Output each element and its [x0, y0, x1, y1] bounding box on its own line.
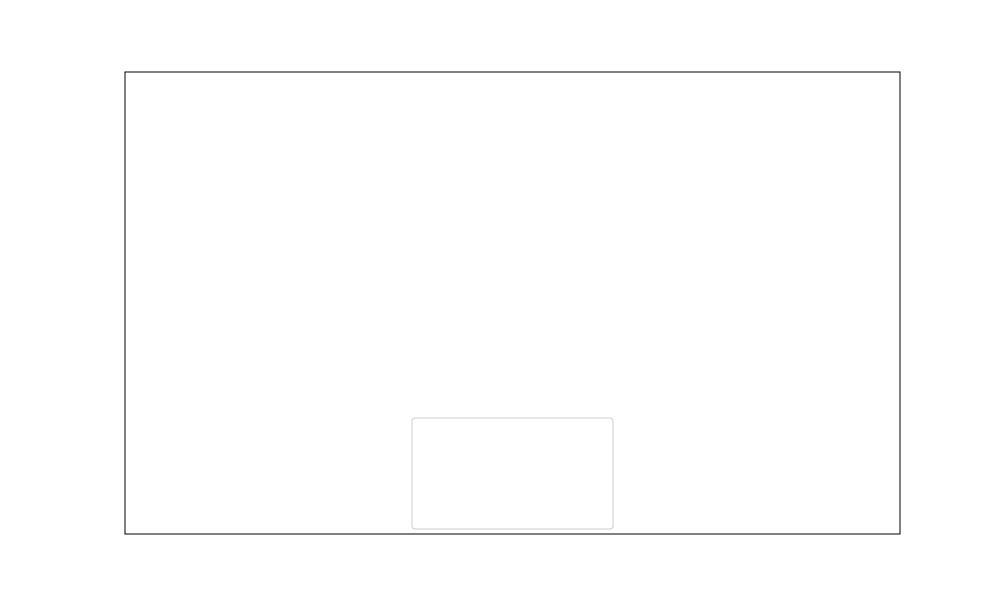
legend-box [411, 417, 614, 530]
plot-frame [124, 71, 901, 535]
legend [411, 417, 614, 530]
